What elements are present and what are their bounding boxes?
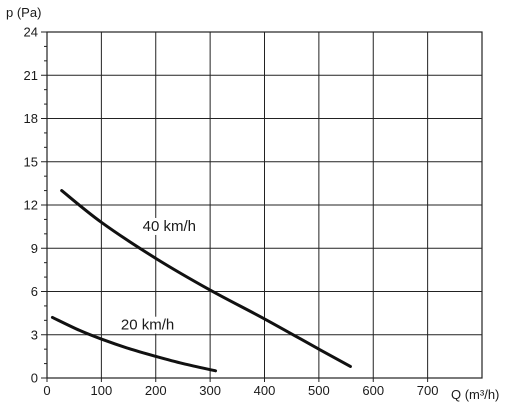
y-tick-label-6: 18	[24, 111, 38, 126]
x-tick-label-5: 500	[308, 383, 330, 398]
series-label-text-1: 20 km/h	[121, 317, 174, 334]
x-tick-label-7: 700	[417, 383, 439, 398]
x-tick-label-4: 400	[254, 383, 276, 398]
y-tick-label-4: 12	[24, 198, 38, 213]
y-tick-label-7: 21	[24, 68, 38, 83]
y-tick-label-8: 24	[24, 25, 38, 40]
series-labels: 40 km/h 20 km/h	[118, 217, 199, 334]
series-label-bg	[118, 316, 177, 334]
x-tick-label-2: 200	[145, 383, 167, 398]
x-tick-label-6: 600	[362, 383, 384, 398]
series-line-1	[50, 315, 218, 373]
y-tick-label-5: 15	[24, 154, 38, 169]
y-tick-label-1: 3	[31, 327, 38, 342]
y-tick-label-2: 6	[31, 284, 38, 299]
x-axis-title: Q (m³/h)	[451, 387, 499, 402]
series-label-0: 40 km/h	[140, 217, 199, 235]
y-axis-title: p (Pa)	[6, 5, 41, 20]
series-label-text-0: 40 km/h	[143, 218, 196, 235]
x-tick-label-3: 300	[199, 383, 221, 398]
x-tick-label-0: 0	[43, 383, 50, 398]
x-tick-labels: 0 100 200 300 400 500 600 700	[43, 383, 438, 398]
series-label-bg	[140, 217, 199, 235]
plot-frame	[46, 31, 483, 379]
series-label-1: 20 km/h	[118, 316, 177, 334]
minor-ticks	[41, 31, 429, 382]
series-line-0	[60, 189, 352, 368]
grid	[47, 32, 482, 378]
y-tick-label-3: 9	[31, 241, 38, 256]
y-tick-labels: 0 3 6 9 12 15 18 21 24	[24, 25, 38, 386]
y-tick-label-0: 0	[31, 371, 38, 386]
x-tick-label-1: 100	[91, 383, 113, 398]
series-layer	[50, 189, 352, 373]
